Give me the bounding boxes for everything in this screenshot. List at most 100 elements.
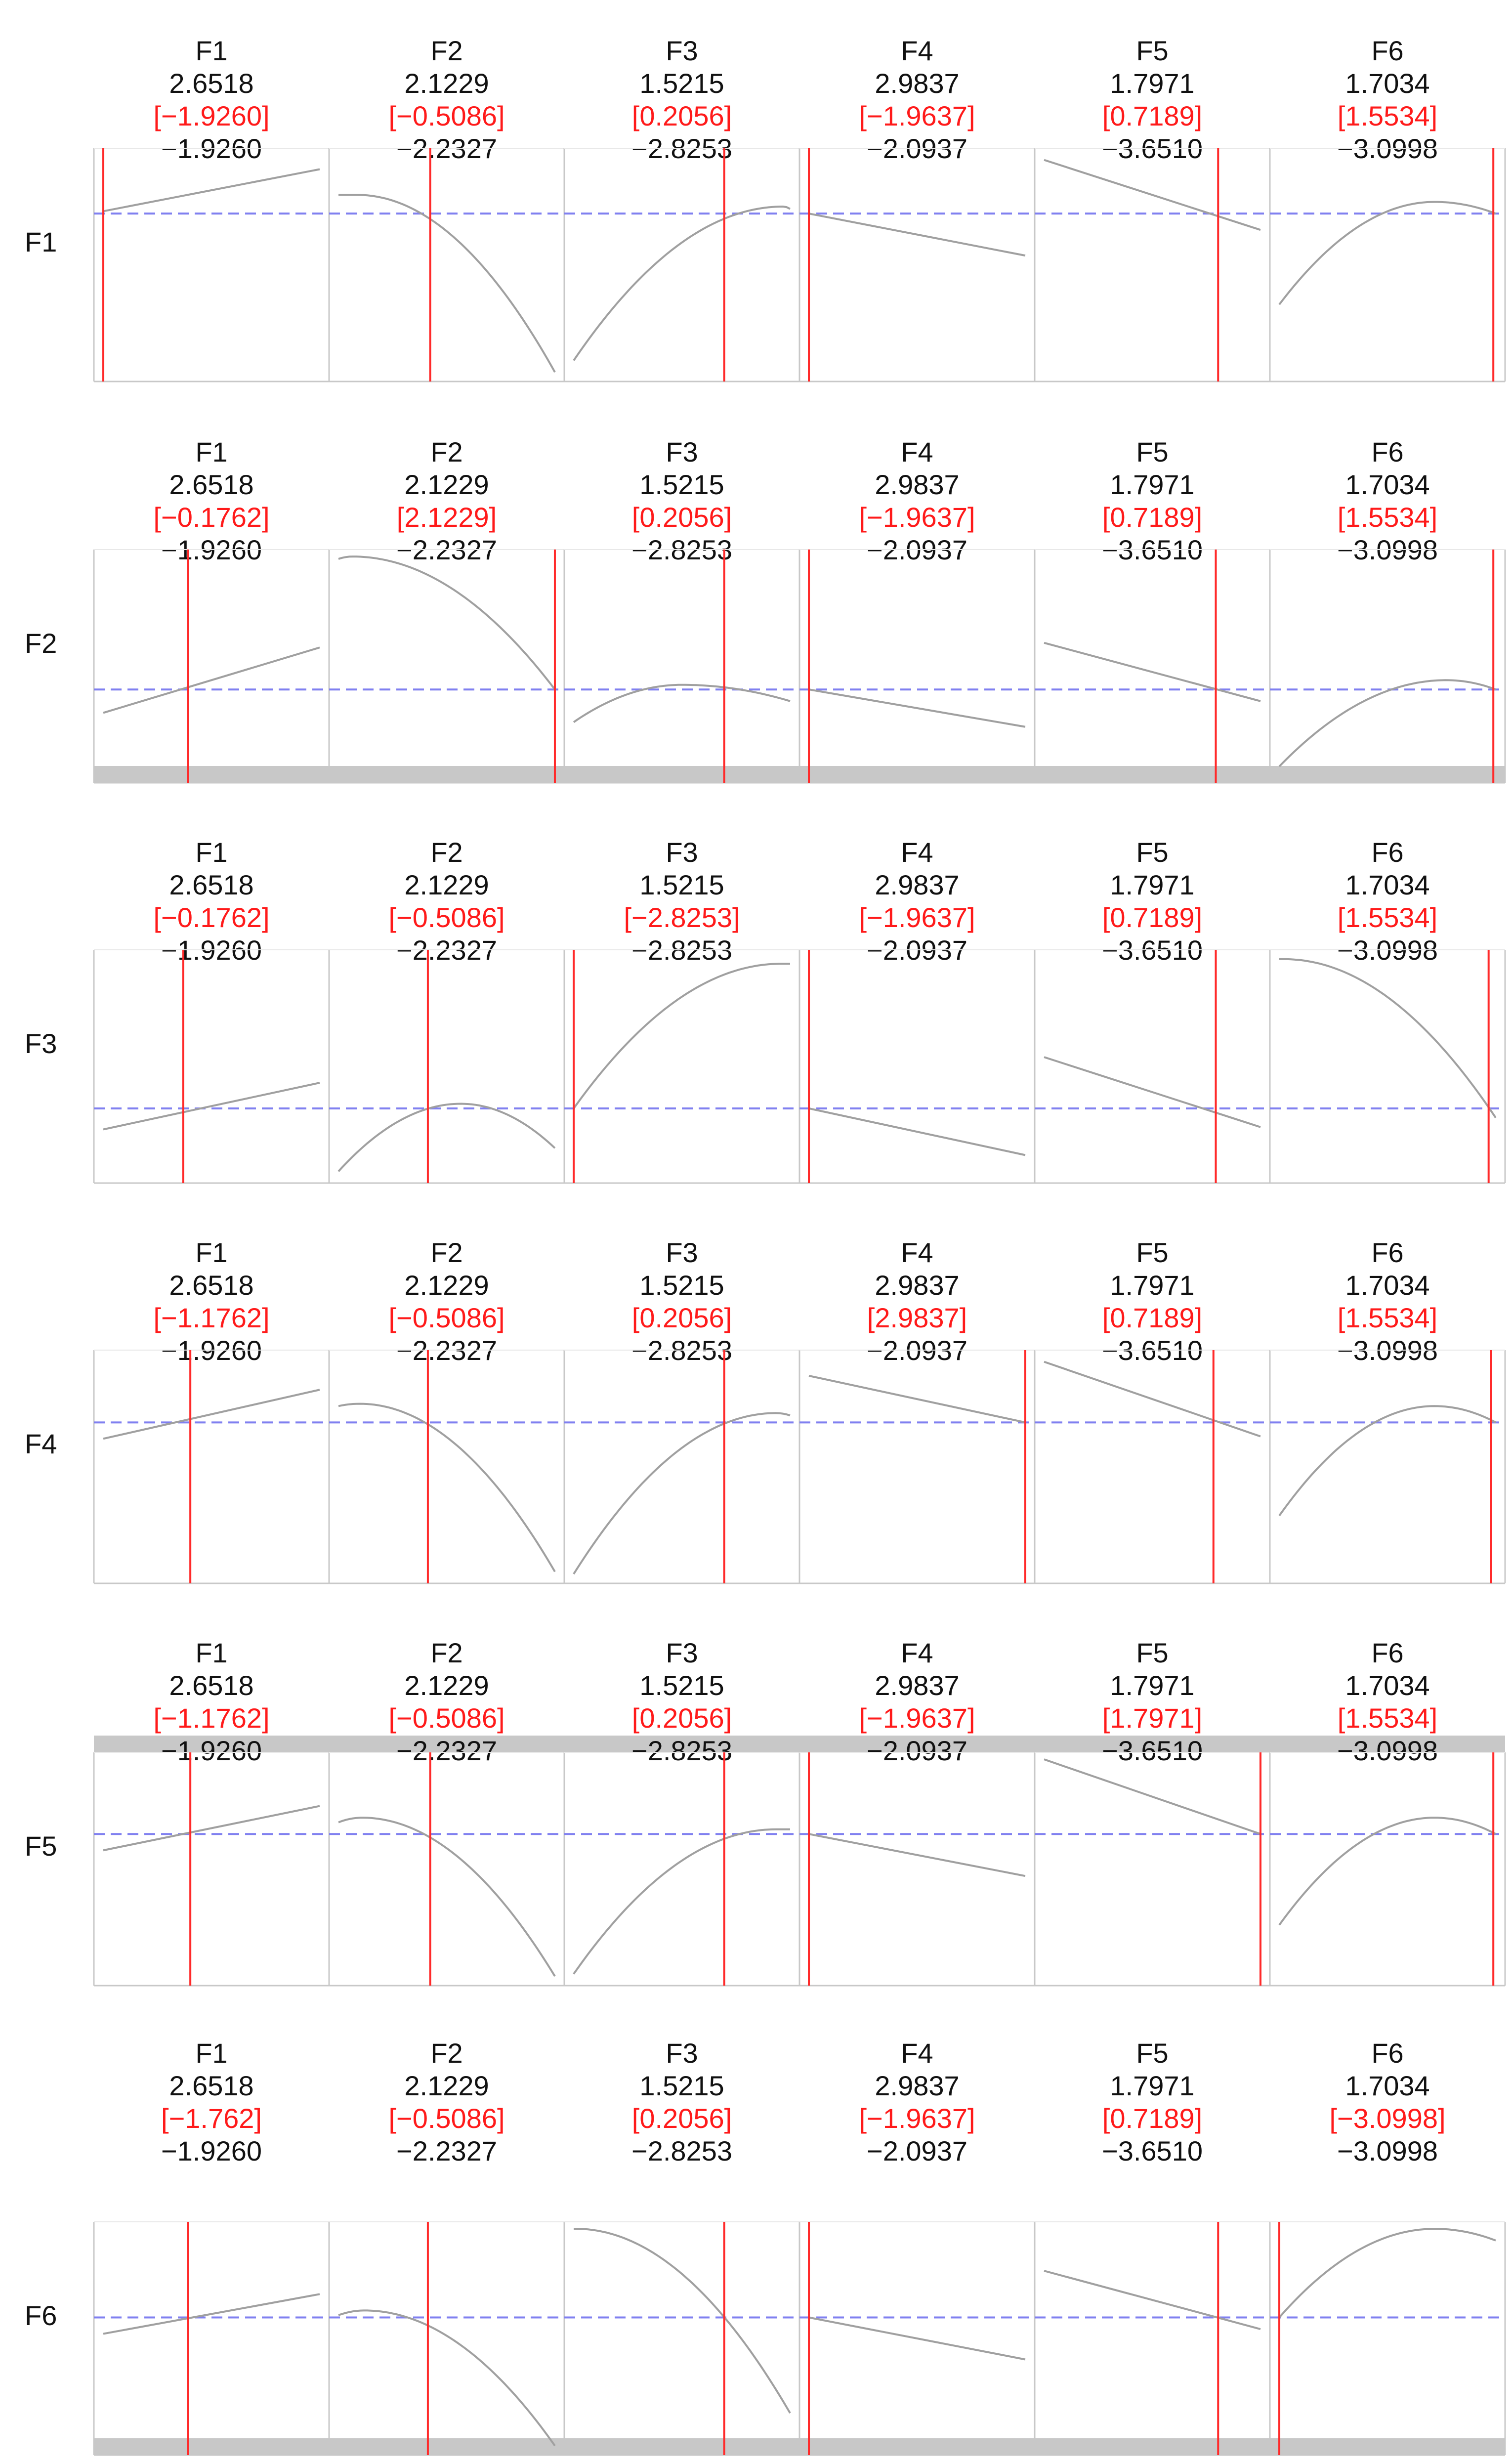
factor-max-value: 2.1229	[404, 68, 489, 99]
profile-row-f3: F3F12.6518[−0.1762]−1.9260F22.1229[−0.50…	[25, 837, 1506, 1184]
response-curve	[1044, 641, 1261, 702]
response-curve	[103, 646, 320, 714]
row-label: F6	[25, 2300, 57, 2331]
panel-f6-f4: F42.9837[−1.9637]−2.0937	[798, 2038, 1035, 2456]
factor-name: F2	[430, 837, 462, 868]
row-label: F1	[25, 226, 57, 257]
factor-name: F5	[1136, 1637, 1168, 1668]
panel-f1-f3: F31.5215[0.2056]−2.8253	[563, 35, 799, 382]
panel-f6-f6: F61.7034[−3.0998]−3.0998	[1269, 2038, 1506, 2456]
factor-max-value: 1.7971	[1110, 469, 1194, 500]
panel-f2-f2: F22.1229[2.1229]−2.2327	[328, 436, 564, 784]
response-curve	[808, 2316, 1026, 2361]
factor-current-value: [−0.5086]	[388, 1702, 504, 1734]
factor-name: F2	[430, 35, 462, 66]
panel-f5-f6: F61.7034[1.5534]−3.0998	[1269, 1637, 1506, 1987]
response-curve	[574, 2228, 791, 2414]
factor-name: F2	[430, 436, 462, 467]
factor-current-value: [2.1229]	[397, 502, 497, 533]
factor-name: F1	[195, 35, 227, 66]
factor-max-value: 2.9837	[875, 1270, 959, 1301]
factor-name: F6	[1371, 2038, 1403, 2069]
profile-row-f1: F1F12.6518[−1.9260]−1.9260F22.1229[−0.50…	[25, 35, 1506, 382]
panel-f5-f4: F42.9837[−1.9637]−2.0937	[798, 1637, 1035, 1987]
response-curve	[808, 1833, 1026, 1877]
factor-current-value: [−1.762]	[161, 2103, 262, 2134]
factor-name: F5	[1136, 837, 1168, 868]
factor-current-value: [1.5534]	[1338, 1702, 1437, 1734]
factor-max-value: 2.6518	[169, 2070, 253, 2101]
factor-current-value: [−1.9637]	[859, 100, 975, 131]
response-curve	[1279, 958, 1497, 1118]
factor-current-value: [1.5534]	[1338, 1302, 1437, 1333]
factor-max-value: 2.1229	[404, 869, 489, 900]
factor-current-value: [1.7971]	[1102, 1702, 1202, 1734]
factor-name: F2	[430, 2038, 462, 2069]
factor-max-value: 1.5215	[639, 68, 724, 99]
panel-f3-f2: F22.1229[−0.5086]−2.2327	[328, 837, 564, 1184]
response-curve	[337, 1103, 556, 1172]
factor-name: F3	[666, 35, 698, 66]
factor-min-value: −2.8253	[631, 1735, 732, 1766]
factor-name: F1	[195, 436, 227, 467]
response-curve	[808, 1107, 1026, 1156]
factor-name: F6	[1371, 35, 1403, 66]
factor-current-value: [−3.0998]	[1329, 2103, 1445, 2134]
panel-f4-f6: F61.7034[1.5534]−3.0998	[1269, 1237, 1506, 1584]
response-curve	[338, 1817, 556, 1977]
panel-f4-f2: F22.1229[−0.5086]−2.2327	[328, 1237, 564, 1584]
factor-current-value: [−0.5086]	[388, 100, 504, 131]
factor-current-value: [−0.1762]	[153, 902, 269, 933]
factor-max-value: 1.7971	[1110, 1270, 1194, 1301]
factor-current-value: [1.5534]	[1338, 100, 1437, 131]
factor-max-value: 1.5215	[639, 1270, 724, 1301]
profile-row-f4: F4 F12.6518[−1.1762]−1.9260F22.1229[−0.50…	[25, 1237, 1506, 1584]
factor-name: F2	[430, 1637, 462, 1668]
factor-max-value: 1.7034	[1345, 1670, 1429, 1701]
factor-min-value: −1.9260	[161, 2135, 262, 2166]
factor-min-value: −3.0998	[1337, 2135, 1438, 2166]
response-curve	[1044, 1360, 1261, 1438]
factor-name: F4	[901, 2038, 933, 2069]
response-curve	[573, 1828, 790, 1975]
factor-current-value: [−2.8253]	[624, 902, 740, 933]
response-curve	[1044, 1056, 1261, 1128]
factor-max-value: 2.6518	[169, 469, 253, 500]
panel-f5-f1: F12.6518[−1.1762]−1.9260	[93, 1637, 329, 1987]
factor-name: F4	[901, 436, 933, 467]
response-curve	[808, 688, 1026, 728]
response-curve	[338, 1402, 556, 1572]
factor-current-value: [−0.5086]	[388, 2103, 504, 2134]
row-label: F3	[25, 1028, 57, 1059]
factor-current-value: [0.2056]	[632, 2103, 732, 2134]
response-curve	[338, 194, 556, 373]
profile-row-f6: F6 F12.6518[−1.762]−1.9260 F22.1229[−0.508…	[25, 2038, 1506, 2456]
panel-f4-f1: F12.6518[−1.1762]−1.9260	[93, 1237, 329, 1584]
factor-name: F1	[195, 837, 227, 868]
factor-current-value: [−0.5086]	[388, 902, 504, 933]
factor-max-value: 2.1229	[404, 2070, 489, 2101]
response-curve	[1044, 159, 1261, 231]
factor-current-value: [2.9837]	[867, 1302, 967, 1333]
factor-max-value: 2.6518	[169, 1270, 253, 1301]
row-label: F4	[25, 1428, 57, 1459]
factor-max-value: 1.7034	[1345, 469, 1429, 500]
response-curve	[103, 1805, 320, 1852]
factor-min-value: −2.0937	[867, 2135, 967, 2166]
response-curve	[103, 168, 320, 212]
factor-name: F4	[901, 1637, 933, 1668]
panel-f6-f1: F12.6518[−1.762]−1.9260	[93, 2038, 329, 2456]
response-curve	[1278, 201, 1496, 305]
factor-min-value: −2.8253	[631, 2135, 732, 2166]
panel-f4-f4: F42.9837[2.9837]−2.0937	[798, 1237, 1035, 1584]
factor-max-value: 2.6518	[169, 1670, 253, 1701]
panel-f5-f2: F22.1229[−0.5086]−2.2327	[328, 1637, 564, 1987]
response-curve	[573, 1412, 791, 1575]
factor-current-value: [0.2056]	[632, 100, 732, 131]
panel-f1-f2: F22.1229[−0.5086]−2.2327	[328, 35, 564, 382]
factor-max-value: 1.7034	[1345, 68, 1429, 99]
factor-current-value: [0.2056]	[632, 1702, 732, 1734]
factor-name: F1	[195, 2038, 227, 2069]
factor-max-value: 1.7034	[1345, 1270, 1429, 1301]
